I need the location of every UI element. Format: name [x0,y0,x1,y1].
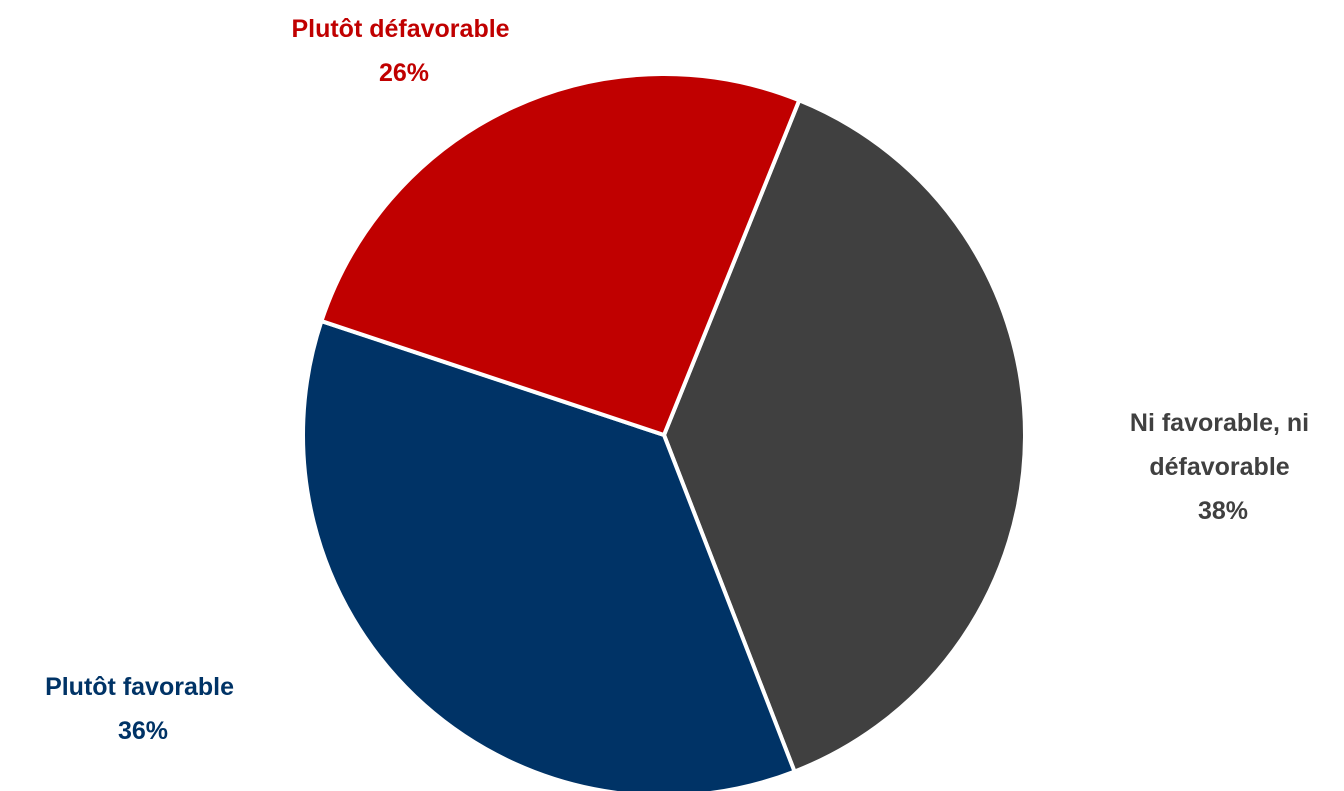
slice-value-favorable: 36% [118,717,168,745]
pie-slices [301,72,1027,791]
pie-slice-unfavorable [319,72,802,437]
slice-label-unfavorable-line-1: Plutôt défavorable [291,15,509,43]
pie-slice-favorable [301,319,797,791]
slice-label-neutral-line-1: Ni favorable, ni [1130,409,1309,437]
slice-label-favorable-line-1: Plutôt favorable [45,673,234,701]
slice-label-neutral-line-2: défavorable [1149,453,1289,481]
pie-slice-neutral [662,98,1027,774]
slice-value-unfavorable: 26% [379,59,429,87]
slice-label-neutral: Ni favorable, ni défavorable 38% [1130,409,1316,525]
slice-label-favorable: Plutôt favorable 36% [45,673,241,745]
slice-label-unfavorable: Plutôt défavorable 26% [291,15,516,87]
slice-value-neutral: 38% [1198,497,1248,525]
